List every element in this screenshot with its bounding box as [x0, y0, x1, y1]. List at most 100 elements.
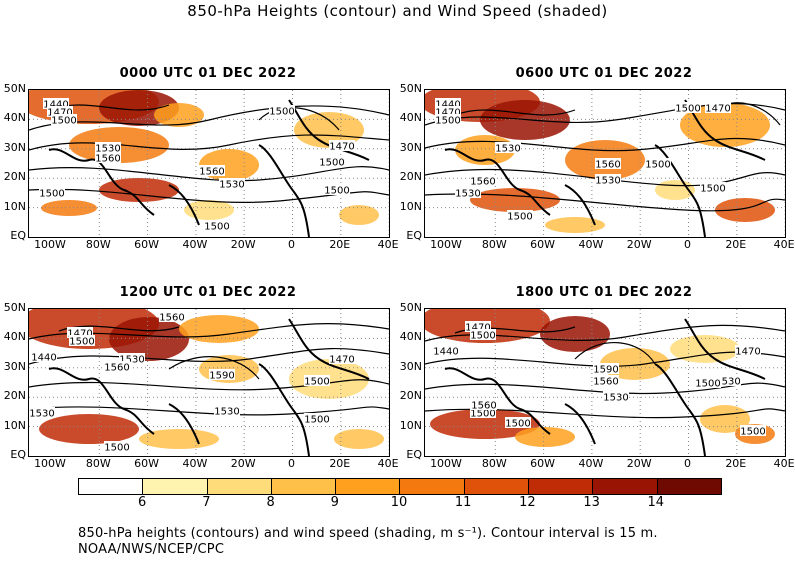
- panel-title: 1800 UTC 01 DEC 2022: [515, 285, 693, 300]
- contour-label-text: 1560: [593, 377, 618, 388]
- contour-label: 1500: [470, 329, 496, 342]
- contour-label-text: 1530: [119, 355, 144, 366]
- lon-label: 40W: [578, 457, 604, 470]
- contour-label: 1560: [593, 375, 619, 388]
- lat-label: 20N: [399, 170, 422, 184]
- contour-label: 1470: [47, 106, 73, 119]
- contour-label-text: 1470: [435, 108, 460, 119]
- contour-label-text: 1500: [269, 107, 294, 118]
- contour-label-text: 1590: [593, 365, 618, 376]
- contour-label: 1590: [209, 369, 235, 382]
- lat-label: EQ: [406, 448, 422, 461]
- contour-label-text: 1500: [304, 377, 329, 388]
- contour-label: 1530: [95, 142, 121, 155]
- contour-label-text: 1500: [505, 419, 530, 430]
- contour-label-text: 1530: [715, 377, 740, 388]
- lon-label: 80W: [85, 238, 111, 251]
- height-contour-line: [425, 351, 785, 367]
- lat-label: 50N: [399, 82, 422, 95]
- contour-label: 1530: [595, 174, 621, 187]
- height-contours: [29, 322, 389, 416]
- contour-label-text: 1470: [329, 142, 354, 153]
- lat-label: 20N: [3, 389, 26, 403]
- contour-label-text: 1470: [67, 329, 92, 340]
- lat-label: 40N: [399, 111, 422, 125]
- coastline: [48, 318, 370, 456]
- contour-label-text: 1470: [47, 108, 72, 119]
- wind-shade-region: [99, 178, 179, 202]
- contour-label: 1590: [593, 363, 619, 376]
- contour-label-text: 1470: [705, 104, 730, 115]
- contour-label-text: 1500: [700, 184, 725, 195]
- colorbar-swatch: [400, 479, 465, 494]
- contour-label: 1500: [507, 210, 533, 223]
- lon-label: 40W: [182, 457, 208, 470]
- contour-label-text: 1500: [470, 409, 495, 420]
- colorbar-swatch: [271, 479, 337, 494]
- lat-label: 30N: [399, 359, 422, 373]
- wind-shade-region: [515, 427, 575, 447]
- height-contour-line: [425, 193, 785, 212]
- lat-label: 10N: [3, 199, 26, 213]
- contour-label-text: 1530: [455, 189, 480, 200]
- contour-label: 1500: [324, 184, 350, 197]
- lon-label: 20E: [725, 457, 747, 470]
- wind-shade-region: [430, 409, 540, 439]
- lon-label: 0: [288, 238, 295, 251]
- height-contour-line: [29, 379, 389, 391]
- contour-label: 1500: [740, 425, 766, 438]
- height-contours: [425, 102, 785, 212]
- lat-label: EQ: [10, 229, 26, 242]
- colorbar-label: 11: [454, 495, 472, 510]
- colorbar-label: 9: [330, 495, 339, 510]
- contour-label-text: 1470: [465, 323, 490, 334]
- lat-label: 40N: [3, 111, 26, 125]
- lat-label: 50N: [399, 301, 422, 314]
- contour-label-text: 1530: [214, 407, 239, 418]
- contour-label-text: 1560: [471, 401, 496, 412]
- panel-title: 0000 UTC 01 DEC 2022: [119, 66, 297, 81]
- contour-label-text: 1440: [31, 353, 56, 364]
- wind-shade-region: [339, 205, 379, 225]
- contour-label-text: 1440: [43, 100, 68, 111]
- contour-label-text: 1530: [29, 409, 54, 420]
- wind-shade-region: [109, 317, 189, 361]
- contour-label-text: 1560: [95, 154, 120, 165]
- contour-label: 1530: [119, 353, 145, 366]
- contour-label: 1500: [435, 114, 461, 127]
- contour-label: 1470: [67, 327, 93, 340]
- colorbar-swatch: [143, 479, 208, 494]
- contour-label-text: 1560: [595, 160, 620, 171]
- wind-shade-region: [680, 103, 770, 147]
- contour-label-text: 1500: [695, 379, 720, 390]
- lat-label: 30N: [399, 140, 422, 154]
- lon-label: 60W: [134, 457, 160, 470]
- contour-label: 1560: [470, 175, 496, 188]
- lat-label: 10N: [3, 418, 26, 432]
- lat-label: 20N: [3, 170, 26, 184]
- contour-label-text: 1500: [675, 104, 700, 115]
- contour-label-text: 1590: [209, 371, 234, 382]
- map-panel-1800: 1440 1470 1500 1500 1560 1530 1590 1560 1530 1500…: [424, 308, 786, 457]
- contour-label: 1530: [219, 178, 245, 191]
- contour-label: 1500: [470, 407, 496, 420]
- height-contour-line: [425, 103, 785, 126]
- contour-label: 1500: [69, 335, 95, 348]
- colorbar-label: 13: [583, 495, 600, 510]
- lon-label: 20E: [725, 238, 747, 251]
- lon-label: 60W: [134, 238, 160, 251]
- colorbar-label: 8: [266, 495, 275, 510]
- contour-label: 1500: [269, 105, 295, 118]
- lon-label: 100W: [34, 238, 66, 251]
- contour-label-text: 1500: [740, 427, 765, 438]
- contour-label: 1530: [603, 391, 629, 404]
- lon-label: 60W: [530, 457, 556, 470]
- contour-label: 1500: [505, 417, 531, 430]
- contour-label: 1530: [495, 142, 521, 155]
- height-contour-line: [574, 341, 656, 365]
- contour-label-text: 1500: [39, 189, 64, 200]
- lon-label: 40E: [377, 457, 399, 470]
- colorbar-swatch: [657, 479, 721, 494]
- lon-label: 20E: [329, 238, 351, 251]
- contour-label: 1560: [95, 152, 121, 165]
